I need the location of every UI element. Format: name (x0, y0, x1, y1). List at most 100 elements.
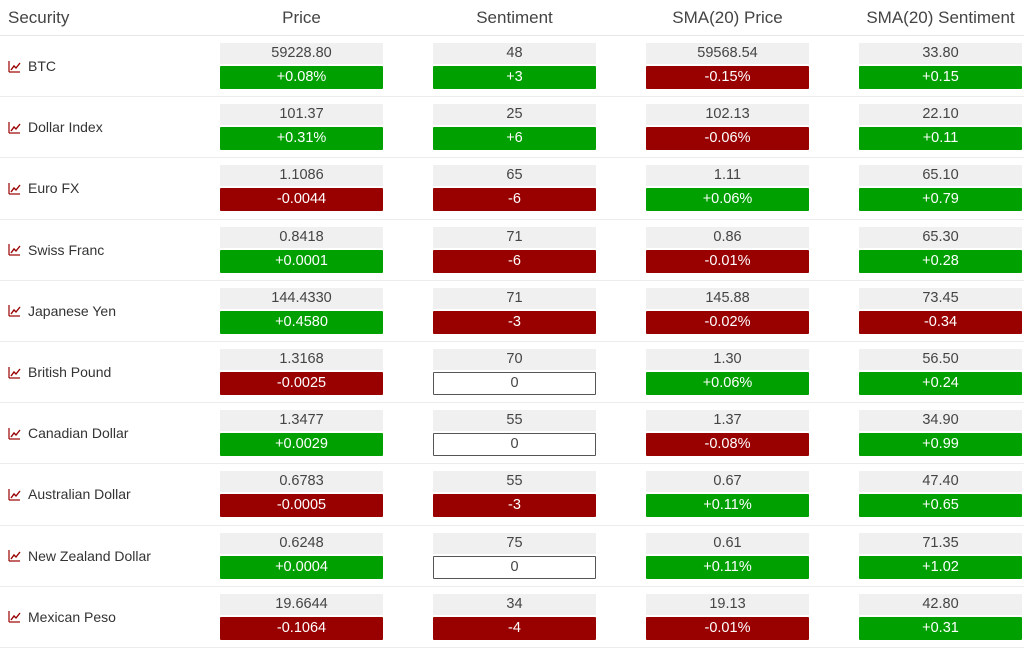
chart-trend-icon[interactable] (8, 60, 21, 73)
price-cell: 59228.80 +0.08% (220, 43, 383, 90)
sma-price-change: -0.08% (646, 433, 809, 457)
table-row: Japanese Yen 144.4330 +0.4580 71 -3 145.88 -0.… (0, 281, 1024, 342)
security-cell[interactable]: Japanese Yen (0, 303, 200, 319)
security-name[interactable]: BTC (28, 58, 56, 75)
price-cell: 101.37 +0.31% (220, 104, 383, 151)
sma-price-change: +0.06% (646, 188, 809, 212)
chart-trend-icon[interactable] (8, 243, 21, 256)
sma-sentiment-cell: 33.80 +0.15 (859, 43, 1022, 90)
sma-sentiment-value: 33.80 (859, 43, 1022, 65)
table-row: British Pound 1.3168 -0.0025 70 0 1.30 +0.06% 5… (0, 342, 1024, 404)
sma-price-value: 0.86 (646, 226, 809, 248)
security-cell[interactable]: Swiss Franc (0, 242, 200, 258)
price-value: 1.3477 (220, 410, 383, 432)
price-value: 1.3168 (220, 349, 383, 371)
sma-sentiment-cell: 56.50 +0.24 (859, 349, 1022, 396)
security-cell[interactable]: British Pound (0, 364, 200, 380)
sma-sentiment-cell: 22.10 +0.11 (859, 104, 1022, 151)
header-price[interactable]: Price (282, 7, 321, 27)
price-value: 0.8418 (220, 226, 383, 248)
security-name[interactable]: Mexican Peso (28, 608, 116, 625)
sma-price-value: 0.61 (646, 532, 809, 554)
header-sentiment[interactable]: Sentiment (476, 7, 553, 27)
sentiment-value: 25 (433, 104, 596, 126)
header-sma-sentiment[interactable]: SMA(20) Sentiment (866, 7, 1015, 27)
sentiment-cell: 71 -6 (433, 226, 596, 273)
security-name[interactable]: New Zealand Dollar (28, 547, 151, 564)
chart-trend-icon[interactable] (8, 182, 21, 195)
header-security[interactable]: Security (8, 7, 70, 27)
sma-price-value: 1.11 (646, 165, 809, 187)
sentiment-value: 34 (433, 593, 596, 615)
security-cell[interactable]: Euro FX (0, 180, 200, 196)
sma-sentiment-cell: 34.90 +0.99 (859, 410, 1022, 457)
sentiment-value: 70 (433, 349, 596, 371)
table-row: Canadian Dollar 1.3477 +0.0029 55 0 1.37 -0.08… (0, 403, 1024, 465)
security-name[interactable]: Japanese Yen (28, 302, 116, 319)
security-cell[interactable]: Dollar Index (0, 119, 200, 135)
security-name[interactable]: Australian Dollar (28, 486, 131, 503)
chart-trend-icon[interactable] (8, 427, 21, 440)
sentiment-change: -6 (433, 249, 596, 273)
sentiment-cell: 55 -3 (433, 471, 596, 518)
security-cell[interactable]: Canadian Dollar (0, 425, 200, 441)
sma-sentiment-cell: 42.80 +0.31 (859, 593, 1022, 640)
security-cell[interactable]: Australian Dollar (0, 486, 200, 502)
sentiment-change: -6 (433, 188, 596, 212)
chart-trend-icon[interactable] (8, 121, 21, 134)
sma-price-change: +0.06% (646, 372, 809, 396)
table-row: Mexican Peso 19.6644 -0.1064 34 -4 19.13 -0.01… (0, 587, 1024, 648)
security-cell[interactable]: New Zealand Dollar (0, 548, 200, 564)
price-change: -0.1064 (220, 616, 383, 640)
table-header: Security Price Sentiment SMA(20) Price S… (0, 0, 1024, 36)
security-name[interactable]: Euro FX (28, 180, 80, 197)
sma-price-change: -0.01% (646, 616, 809, 640)
sma-price-cell: 0.67 +0.11% (646, 471, 809, 518)
security-name[interactable]: Canadian Dollar (28, 425, 129, 442)
sma-sentiment-value: 47.40 (859, 471, 1022, 493)
sma-price-value: 102.13 (646, 104, 809, 126)
chart-trend-icon[interactable] (8, 549, 21, 562)
sentiment-change: -3 (433, 310, 596, 334)
table-body: BTC 59228.80 +0.08% 48 +3 59568.54 -0.15% 33.80… (0, 36, 1024, 648)
chart-trend-icon[interactable] (8, 304, 21, 317)
sma-sentiment-value: 42.80 (859, 593, 1022, 615)
sma-price-change: -0.02% (646, 310, 809, 334)
chart-trend-icon[interactable] (8, 610, 21, 623)
security-cell[interactable]: BTC (0, 58, 200, 74)
sentiment-cell: 48 +3 (433, 43, 596, 90)
price-value: 0.6783 (220, 471, 383, 493)
sentiment-value: 65 (433, 165, 596, 187)
sma-sentiment-cell: 65.10 +0.79 (859, 165, 1022, 212)
chart-trend-icon[interactable] (8, 488, 21, 501)
sentiment-cell: 70 0 (433, 349, 596, 396)
sentiment-change: -4 (433, 616, 596, 640)
header-sma-price[interactable]: SMA(20) Price (672, 7, 783, 27)
price-value: 0.6248 (220, 532, 383, 554)
sentiment-value: 55 (433, 410, 596, 432)
security-cell[interactable]: Mexican Peso (0, 609, 200, 625)
price-cell: 1.3168 -0.0025 (220, 349, 383, 396)
security-name[interactable]: Dollar Index (28, 119, 103, 136)
sma-price-value: 0.67 (646, 471, 809, 493)
price-change: -0.0044 (220, 188, 383, 212)
sma-price-cell: 1.30 +0.06% (646, 349, 809, 396)
sma-sentiment-change: -0.34 (859, 310, 1022, 334)
sma-sentiment-change: +0.79 (859, 188, 1022, 212)
sma-price-change: -0.01% (646, 249, 809, 273)
sentiment-cell: 71 -3 (433, 287, 596, 334)
sentiment-value: 55 (433, 471, 596, 493)
sentiment-cell: 75 0 (433, 532, 596, 579)
sentiment-cell: 55 0 (433, 410, 596, 457)
sma-price-value: 19.13 (646, 593, 809, 615)
sma-sentiment-value: 56.50 (859, 349, 1022, 371)
sentiment-value: 75 (433, 532, 596, 554)
sma-price-value: 1.37 (646, 410, 809, 432)
chart-trend-icon[interactable] (8, 366, 21, 379)
security-name[interactable]: British Pound (28, 364, 112, 381)
security-name[interactable]: Swiss Franc (28, 241, 105, 258)
sentiment-change: 0 (433, 372, 596, 396)
sentiment-value: 71 (433, 226, 596, 248)
price-value: 1.1086 (220, 165, 383, 187)
